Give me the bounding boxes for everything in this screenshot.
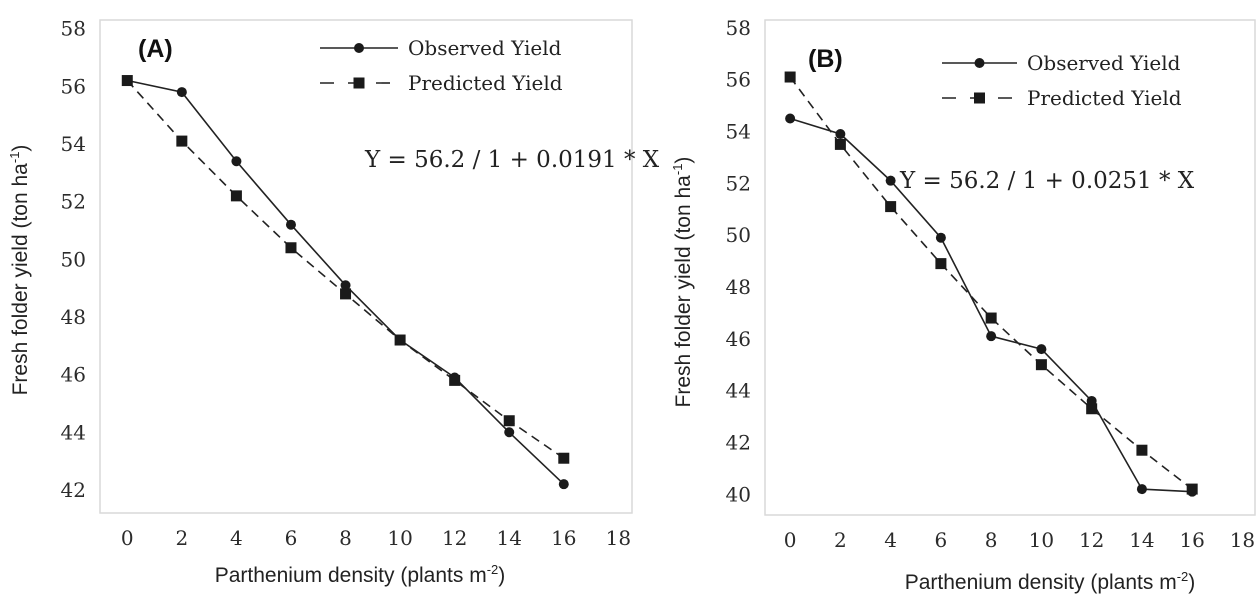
predicted-point bbox=[394, 334, 406, 346]
observed-point bbox=[504, 427, 515, 438]
y-tick-label: 52 bbox=[61, 190, 86, 214]
y-tick-label: 46 bbox=[726, 327, 751, 351]
predicted-point bbox=[784, 71, 796, 83]
predicted-point bbox=[834, 138, 846, 150]
x-tick-label: 8 bbox=[339, 526, 352, 550]
y-tick-label: 54 bbox=[61, 132, 86, 156]
x-axis-label: Parthenium density (plants m-2) bbox=[905, 569, 1196, 594]
y-tick-label: 50 bbox=[726, 223, 751, 247]
predicted-point bbox=[1186, 483, 1198, 495]
predicted-point bbox=[285, 242, 297, 254]
predicted-point bbox=[1035, 359, 1047, 371]
legend-marker-square bbox=[353, 77, 365, 89]
x-tick-label: 2 bbox=[834, 528, 847, 552]
predicted-point bbox=[1086, 403, 1098, 415]
x-tick-label: 4 bbox=[884, 528, 897, 552]
observed-point bbox=[885, 175, 896, 186]
equation-annotation: Y = 56.2 / 1 + 0.0191 * X bbox=[364, 147, 660, 173]
legend-entry: Observed Yield bbox=[408, 36, 562, 60]
x-tick-label: 0 bbox=[784, 528, 797, 552]
observed-point bbox=[340, 280, 351, 291]
x-tick-label: 6 bbox=[935, 528, 948, 552]
predicted-point bbox=[176, 135, 188, 147]
y-tick-label: 46 bbox=[61, 363, 86, 387]
predicted-point bbox=[558, 452, 570, 464]
x-tick-label: 10 bbox=[1029, 528, 1054, 552]
y-axis-label: Fresh folder yield (ton ha-1) bbox=[7, 145, 32, 396]
y-tick-label: 58 bbox=[61, 17, 86, 41]
x-axis-label: Parthenium density (plants m-2) bbox=[215, 562, 506, 587]
legend-marker-circle bbox=[354, 43, 364, 53]
observed-point bbox=[1136, 484, 1147, 495]
predicted-point bbox=[885, 201, 897, 213]
y-tick-label: 56 bbox=[61, 74, 86, 98]
predicted-point bbox=[449, 374, 461, 386]
observed-point bbox=[176, 87, 187, 98]
x-tick-label: 16 bbox=[551, 526, 576, 550]
y-tick-label: 42 bbox=[61, 478, 86, 502]
x-tick-label: 14 bbox=[1129, 528, 1154, 552]
y-axis-label: Fresh folder yield (ton ha-1) bbox=[670, 157, 695, 408]
plot-frame bbox=[764, 19, 1256, 516]
observed-point bbox=[835, 129, 846, 140]
x-tick-label: 4 bbox=[230, 526, 243, 550]
observed-point bbox=[285, 219, 296, 230]
panel-label: (A) bbox=[138, 35, 173, 63]
x-tick-label: 8 bbox=[985, 528, 998, 552]
panel-label: (B) bbox=[808, 45, 843, 73]
y-tick-label: 48 bbox=[726, 275, 751, 299]
y-tick-label: 44 bbox=[726, 379, 751, 403]
equation-annotation: Y = 56.2 / 1 + 0.0251 * X bbox=[899, 168, 1195, 194]
predicted-point bbox=[935, 258, 947, 270]
predicted-point bbox=[121, 75, 133, 87]
series-line-predicted bbox=[126, 79, 565, 459]
observed-point bbox=[986, 331, 997, 342]
series-line-predicted bbox=[789, 76, 1193, 490]
y-tick-label: 52 bbox=[726, 171, 751, 195]
observed-point bbox=[935, 232, 946, 243]
x-tick-label: 12 bbox=[442, 526, 467, 550]
y-tick-label: 54 bbox=[726, 119, 751, 143]
legend-marker-square bbox=[974, 92, 985, 104]
predicted-point bbox=[230, 190, 242, 202]
y-tick-label: 40 bbox=[726, 482, 751, 506]
legend-entry: Predicted Yield bbox=[1027, 86, 1182, 110]
x-tick-label: 6 bbox=[285, 526, 298, 550]
observed-point bbox=[231, 156, 242, 167]
x-tick-label: 18 bbox=[1230, 528, 1255, 552]
x-tick-label: 2 bbox=[175, 526, 188, 550]
x-tick-label: 10 bbox=[387, 526, 412, 550]
observed-point bbox=[1036, 344, 1047, 355]
y-tick-label: 58 bbox=[726, 16, 751, 40]
legend-entry: Observed Yield bbox=[1027, 51, 1181, 75]
observed-point bbox=[558, 479, 569, 490]
y-tick-label: 50 bbox=[61, 247, 86, 271]
y-tick-label: 42 bbox=[726, 430, 751, 454]
x-tick-label: 18 bbox=[606, 526, 631, 550]
y-tick-label: 44 bbox=[61, 420, 86, 444]
x-tick-label: 16 bbox=[1179, 528, 1204, 552]
y-tick-label: 56 bbox=[726, 68, 751, 92]
legend-entry: Predicted Yield bbox=[408, 71, 563, 95]
x-tick-label: 12 bbox=[1079, 528, 1104, 552]
x-tick-label: 0 bbox=[121, 526, 134, 550]
predicted-point bbox=[503, 415, 515, 427]
x-tick-label: 14 bbox=[497, 526, 522, 550]
plot-frame bbox=[99, 19, 633, 514]
legend-marker-circle bbox=[974, 58, 985, 68]
predicted-point bbox=[1136, 444, 1148, 456]
predicted-point bbox=[985, 312, 997, 324]
y-tick-label: 48 bbox=[61, 305, 86, 329]
predicted-point bbox=[340, 288, 352, 300]
observed-point bbox=[785, 113, 796, 124]
